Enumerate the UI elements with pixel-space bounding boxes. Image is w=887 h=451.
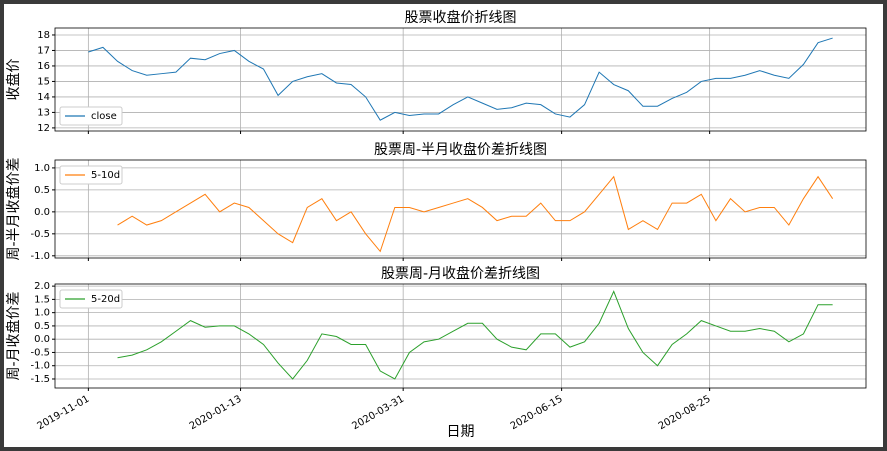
y-tick-label: 15 xyxy=(37,76,50,87)
line-series xyxy=(117,290,833,380)
y-tick-label: 1.5 xyxy=(34,294,50,305)
y-tick-label: 18 xyxy=(37,30,50,41)
figure: 股票收盘价折线图收盘价 12 13 14 15 16 17 18 close 股票周-半月收盘价差… xyxy=(4,4,883,447)
y-tick-label: 14 xyxy=(37,92,50,103)
y-tick-label: 0.0 xyxy=(34,207,50,218)
y-tick-label: 12 xyxy=(37,123,50,134)
legend-box xyxy=(59,106,123,126)
legend-box xyxy=(59,165,123,185)
y-tick-label: 0.0 xyxy=(34,334,50,345)
y-tick-label: 13 xyxy=(37,107,50,118)
y-tick-label: -1.0 xyxy=(30,251,50,262)
y-tick-label: 1.0 xyxy=(34,308,50,319)
y-axis-label: 周-半月收盘价差 xyxy=(5,157,22,260)
plot-frame xyxy=(54,27,867,132)
line-series xyxy=(88,37,833,121)
y-tick-label: -0.5 xyxy=(30,347,50,358)
x-tick-label: 2019-11-01 xyxy=(36,394,92,433)
y-tick-label: 16 xyxy=(37,61,50,72)
chart-title: 股票收盘价折线图 xyxy=(405,9,517,26)
x-tick-label: 2020-03-31 xyxy=(350,394,406,433)
y-tick-label: 0.5 xyxy=(34,321,50,332)
y-axis-label: 收盘价 xyxy=(5,59,22,101)
line-series xyxy=(117,175,834,253)
chart-title: 股票周-半月收盘价差折线图 xyxy=(374,141,547,158)
plot-frame xyxy=(54,159,867,259)
x-tick-label: 2020-08-25 xyxy=(657,394,713,433)
y-tick-label: 1.0 xyxy=(34,163,50,174)
x-tick-label: 2020-06-15 xyxy=(509,394,565,433)
y-tick-label: 17 xyxy=(37,45,50,56)
plot-frame xyxy=(54,283,867,389)
x-tick-label: 2020-01-13 xyxy=(188,394,244,433)
legend-label: 5-10d xyxy=(91,170,120,181)
y-tick-label: 0.5 xyxy=(34,185,50,196)
chart-title: 股票周-月收盘价差折线图 xyxy=(381,265,540,282)
y-axis-label: 周-月收盘价差 xyxy=(5,291,22,380)
y-tick-label: -0.5 xyxy=(30,229,50,240)
legend-label: 5-20d xyxy=(91,294,120,305)
y-tick-label: -1.5 xyxy=(30,374,50,385)
y-tick-label: -1.0 xyxy=(30,361,50,372)
y-tick-label: 2.0 xyxy=(34,281,50,292)
legend-label: close xyxy=(91,111,117,122)
legend-box xyxy=(59,289,123,309)
x-axis-label: 日期 xyxy=(447,424,475,440)
